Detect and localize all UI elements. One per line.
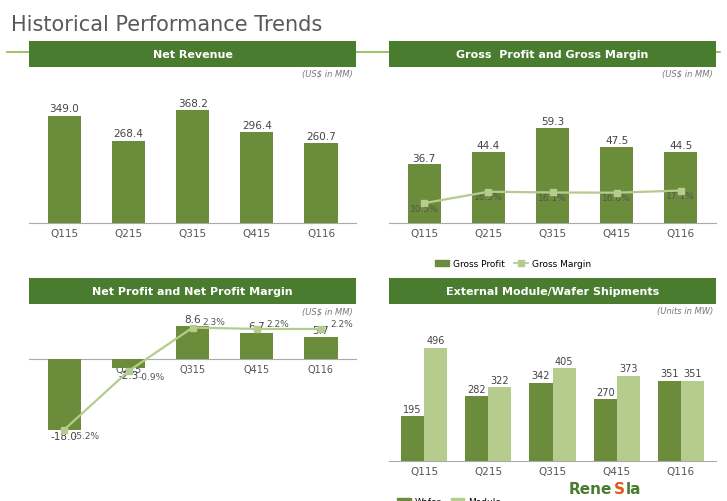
- Text: 282: 282: [467, 384, 486, 394]
- Text: -18.0: -18.0: [51, 431, 78, 441]
- Text: 2.2%: 2.2%: [266, 319, 289, 328]
- Text: 268.4: 268.4: [113, 129, 143, 139]
- Bar: [529, 383, 553, 461]
- Text: -5.2%: -5.2%: [74, 431, 100, 440]
- Bar: [112, 141, 145, 224]
- Text: Net Revenue: Net Revenue: [153, 50, 233, 60]
- Legend: Gross Profit, Gross Margin: Gross Profit, Gross Margin: [432, 257, 595, 273]
- Text: External Module/Wafer Shipments: External Module/Wafer Shipments: [446, 287, 659, 297]
- Text: 342: 342: [531, 371, 550, 381]
- Text: 322: 322: [491, 375, 509, 385]
- Bar: [112, 360, 145, 368]
- Bar: [465, 397, 489, 461]
- Text: 270: 270: [596, 387, 614, 397]
- Bar: [48, 360, 81, 430]
- Text: -0.9%: -0.9%: [138, 372, 164, 381]
- Text: Historical Performance Trends: Historical Performance Trends: [11, 15, 322, 35]
- Bar: [240, 333, 273, 360]
- Text: 16.1%: 16.1%: [538, 194, 567, 203]
- Text: 296.4: 296.4: [242, 120, 272, 130]
- Bar: [425, 348, 447, 461]
- Text: 351: 351: [683, 369, 702, 379]
- Text: (US$ in MM): (US$ in MM): [302, 307, 353, 316]
- Bar: [176, 326, 209, 360]
- Bar: [593, 399, 616, 461]
- Bar: [489, 387, 512, 461]
- Text: 368.2: 368.2: [177, 98, 208, 108]
- Text: Gross  Profit and Gross Margin: Gross Profit and Gross Margin: [457, 50, 648, 60]
- Bar: [176, 111, 209, 224]
- Text: Net Profit and Net Profit Margin: Net Profit and Net Profit Margin: [92, 287, 293, 297]
- Text: 6.7: 6.7: [249, 322, 265, 332]
- Text: 373: 373: [619, 364, 638, 374]
- Text: 351: 351: [660, 369, 678, 379]
- Legend: Wafer, Module: Wafer, Module: [393, 493, 505, 501]
- Text: (Units in MW): (Units in MW): [656, 307, 712, 316]
- Text: 16.5%: 16.5%: [474, 193, 503, 202]
- Text: 16.0%: 16.0%: [602, 194, 631, 203]
- Text: 8.6: 8.6: [185, 315, 201, 324]
- Bar: [472, 153, 505, 224]
- Text: 405: 405: [555, 356, 574, 366]
- Bar: [600, 148, 633, 224]
- Text: 2.2%: 2.2%: [331, 319, 353, 328]
- Bar: [48, 117, 81, 224]
- Text: 10.5%: 10.5%: [410, 204, 438, 213]
- Text: 59.3: 59.3: [541, 117, 564, 127]
- Bar: [658, 381, 680, 461]
- Text: 36.7: 36.7: [413, 153, 436, 163]
- Bar: [240, 133, 273, 224]
- Bar: [664, 153, 697, 224]
- Bar: [305, 337, 337, 360]
- Text: (US$ in MM): (US$ in MM): [302, 69, 353, 78]
- Text: (US$ in MM): (US$ in MM): [662, 69, 712, 78]
- Text: -2.3: -2.3: [119, 370, 139, 380]
- Text: 195: 195: [403, 404, 422, 414]
- Bar: [536, 129, 569, 224]
- Text: 496: 496: [427, 336, 445, 346]
- Bar: [408, 165, 441, 224]
- Text: 47.5: 47.5: [605, 136, 628, 146]
- Text: 44.4: 44.4: [477, 141, 500, 151]
- Legend: Net Profit, Net Profit Margin: Net Profit, Net Profit Margin: [68, 500, 239, 501]
- Text: Rene: Rene: [569, 481, 612, 496]
- Bar: [305, 144, 337, 224]
- Bar: [401, 416, 425, 461]
- Text: 260.7: 260.7: [306, 131, 336, 141]
- Bar: [616, 376, 640, 461]
- Text: la: la: [625, 481, 641, 496]
- Text: S: S: [614, 481, 625, 496]
- Text: 2.3%: 2.3%: [202, 318, 225, 327]
- Text: 349.0: 349.0: [49, 104, 79, 114]
- Text: 17.1%: 17.1%: [667, 192, 695, 201]
- Bar: [680, 381, 704, 461]
- Text: 44.5: 44.5: [669, 141, 692, 151]
- Bar: [553, 369, 576, 461]
- Text: 5.7: 5.7: [313, 326, 329, 336]
